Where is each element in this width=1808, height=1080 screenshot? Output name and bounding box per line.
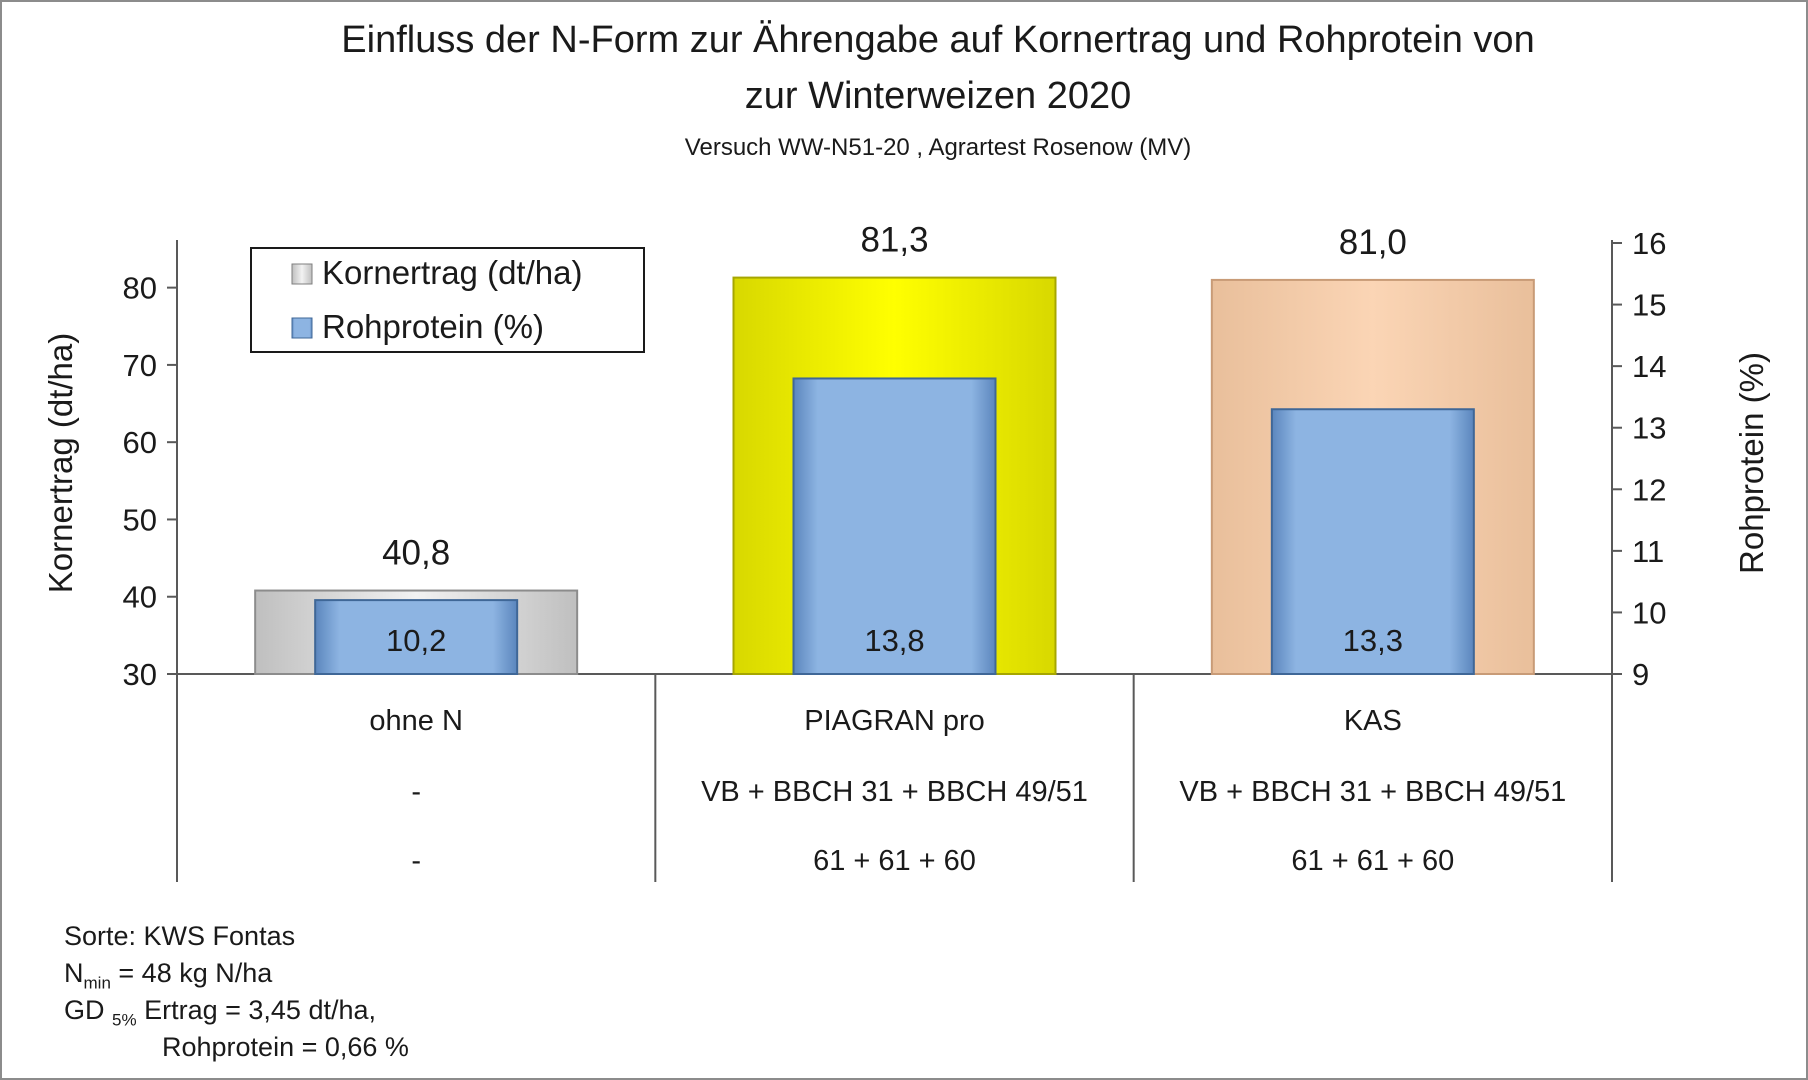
note-gd-sub: 5% [112, 1010, 137, 1030]
category-row3-label: 61 + 61 + 60 [1291, 845, 1454, 877]
chart-title-line2: zur Winterweizen 2020 [745, 75, 1132, 117]
legend-swatch-rohprotein [291, 317, 313, 339]
y-tick-label-right: 15 [1632, 288, 1666, 323]
y-tick-label-left: 50 [123, 502, 157, 537]
note-gd-prefix: GD [64, 995, 113, 1025]
category-row2-label: VB + BBCH 31 + BBCH 49/51 [701, 776, 1088, 808]
data-label-rohprotein: 13,3 [1343, 623, 1403, 658]
y-tick-label-right: 12 [1632, 472, 1666, 507]
note-nmin-sub: min [83, 973, 111, 993]
data-label-kornertrag: 40,8 [382, 534, 450, 573]
category-label: ohne N [369, 705, 463, 737]
data-label-kornertrag: 81,3 [860, 221, 928, 260]
bar-rohprotein [792, 377, 997, 675]
y-tick-label-right: 10 [1632, 595, 1666, 630]
note-nmin-rest: = 48 kg N/ha [110, 958, 273, 988]
category-table: ohne N - - PIAGRAN pro VB + BBCH 31 + BBCH 4… [176, 674, 1613, 882]
category-label: PIAGRAN pro [804, 705, 985, 737]
y-tick-label-left: 70 [123, 348, 157, 383]
legend-label-rohprotein: Rohprotein (%) [322, 308, 544, 345]
data-label-rohprotein: 13,8 [864, 623, 924, 658]
category-row3-label: 61 + 61 + 60 [813, 845, 976, 877]
bar-rohprotein [314, 599, 519, 675]
y-axis-right-label: Rohprotein (%) [1733, 352, 1770, 574]
y-tick-label-right: 9 [1632, 657, 1649, 692]
y-tick-label-right: 11 [1632, 534, 1664, 569]
protein-bars [314, 377, 1475, 675]
chart-title-line1: Einfluss der N-Form zur Ährengabe auf Ko… [341, 19, 1534, 61]
note-nmin: Nmin = 48 kg N/ha [64, 955, 272, 1001]
category-row3-label: - [411, 845, 421, 877]
y-tick-label-left: 30 [123, 657, 157, 692]
y-tick-label-right: 14 [1632, 349, 1666, 384]
category-label: KAS [1344, 705, 1402, 737]
data-label-kornertrag: 81,0 [1339, 223, 1407, 262]
note-gd-line2: Rohprotein = 0,66 % [162, 1032, 409, 1062]
legend: Kornertrag (dt/ha) Rohprotein (%) [250, 247, 645, 353]
legend-swatch-kornertrag [291, 263, 313, 285]
y-tick-label-left: 60 [123, 425, 157, 460]
legend-box [250, 247, 645, 353]
note-nmin-prefix: N [64, 958, 84, 988]
legend-label-kornertrag: Kornertrag (dt/ha) [322, 254, 582, 291]
category-row2-label: VB + BBCH 31 + BBCH 49/51 [1179, 776, 1566, 808]
data-label-rohprotein: 10,2 [386, 623, 446, 658]
y-tick-label-left: 40 [123, 580, 157, 615]
y-tick-label-right: 16 [1632, 226, 1666, 261]
y-tick-label-right: 13 [1632, 411, 1666, 446]
category-row2-label: - [411, 776, 421, 808]
y-tick-label-left: 80 [123, 271, 157, 306]
note-sorte: Sorte: KWS Fontas [64, 921, 296, 951]
bar-rohprotein [1270, 408, 1475, 675]
data-labels: 40,8 10,2 81,3 13,8 81,0 13,3 [382, 221, 1407, 658]
y-axis-left-label: Kornertrag (dt/ha) [42, 333, 79, 593]
chart-subtitle: Versuch WW-N51-20 , Agrartest Rosenow (M… [685, 134, 1191, 161]
note-gd-rest: Ertrag = 3,45 dt/ha, [136, 995, 376, 1025]
note-gd: GD 5% Ertrag = 3,45 dt/ha, [64, 992, 376, 1038]
